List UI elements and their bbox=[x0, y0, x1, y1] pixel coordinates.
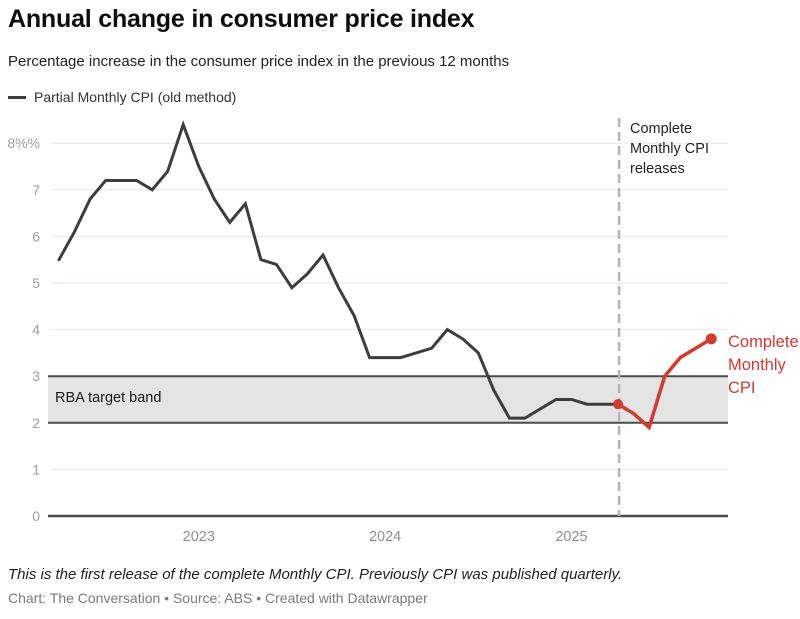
page-title: Annual change in consumer price index bbox=[8, 5, 475, 33]
partial-cpi-line bbox=[57, 120, 620, 420]
x-tick-label: 2024 bbox=[369, 529, 401, 545]
chart-subtitle: Percentage increase in the consumer pric… bbox=[8, 53, 510, 70]
cpi-line-chart: 0 1 2 3 4 5 6 7 8%% 2023 2024 2025 bbox=[7, 118, 728, 545]
legend: Partial Monthly CPI (old method) bbox=[8, 89, 236, 105]
y-tick-label: 3 bbox=[32, 368, 40, 384]
y-tick-label: 2 bbox=[32, 415, 40, 431]
chart-area: 0 1 2 3 4 5 6 7 8%% 2023 2024 2025 Complete Monthly… bbox=[0, 110, 800, 555]
y-tick-label: 7 bbox=[32, 182, 40, 198]
credit-line: Chart: The Conversation • Source: ABS • … bbox=[8, 590, 428, 606]
data-point-marker bbox=[613, 399, 624, 410]
y-tick-label: 6 bbox=[32, 228, 40, 244]
y-tick-label: 8%% bbox=[7, 135, 40, 151]
y-tick-label: 4 bbox=[32, 322, 40, 338]
y-tick-label: 1 bbox=[32, 461, 40, 477]
footnote: This is the first release of the complet… bbox=[8, 566, 623, 583]
x-tick-label: 2025 bbox=[555, 529, 587, 545]
x-tick-label: 2023 bbox=[183, 529, 215, 545]
data-point-marker bbox=[705, 333, 717, 345]
y-tick-label: 0 bbox=[32, 508, 40, 524]
rba-target-band bbox=[48, 376, 728, 423]
legend-label: Partial Monthly CPI (old method) bbox=[34, 89, 237, 105]
line-swatch-icon bbox=[8, 95, 26, 99]
y-tick-label: 5 bbox=[32, 275, 40, 291]
complete-cpi-line bbox=[616, 337, 714, 431]
